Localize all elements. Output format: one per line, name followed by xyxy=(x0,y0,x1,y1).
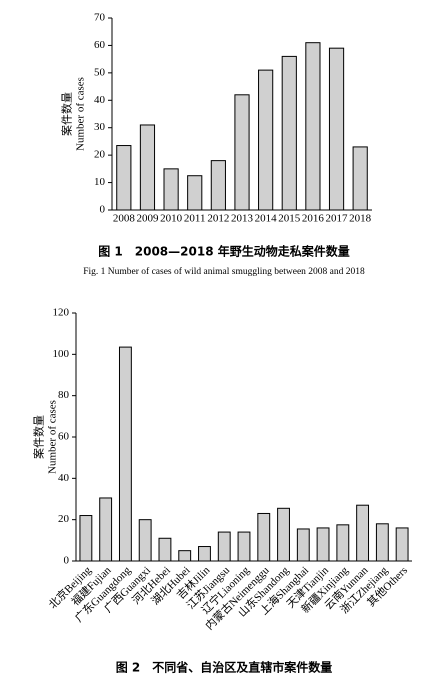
bar xyxy=(258,69,274,211)
y-tick-label: 10 xyxy=(94,176,106,188)
bar xyxy=(296,528,310,562)
bar xyxy=(187,175,203,211)
y-tick-label: 50 xyxy=(94,66,106,78)
x-tick-label: 2009 xyxy=(136,213,159,225)
y-tick-label: 30 xyxy=(94,121,106,133)
y-axis-label: Number of cases xyxy=(47,400,59,474)
y-tick-label: 40 xyxy=(58,472,70,484)
y-tick-label: 40 xyxy=(94,94,106,106)
y-tick-label: 120 xyxy=(53,307,70,319)
chart-title: 图 1 2008—2018 年野生动物走私案件数量 xyxy=(98,244,350,259)
bar xyxy=(281,55,297,211)
y-axis-label: 案件数量 xyxy=(32,415,46,459)
bar xyxy=(79,515,93,562)
y-tick-label: 0 xyxy=(100,204,106,216)
x-tick-label: 2008 xyxy=(113,213,136,225)
bar xyxy=(352,146,368,211)
x-tick-label: 2015 xyxy=(278,213,301,225)
bar xyxy=(116,145,132,211)
bar xyxy=(198,546,211,562)
bar xyxy=(237,531,251,562)
y-axis-label: Number of cases xyxy=(75,77,87,151)
bar xyxy=(375,523,389,562)
y-tick-label: 0 xyxy=(64,555,70,567)
bar xyxy=(305,42,321,211)
y-tick-label: 20 xyxy=(58,513,70,525)
bar xyxy=(257,512,271,562)
x-tick-label: 2010 xyxy=(160,213,183,225)
y-tick-label: 80 xyxy=(58,389,70,401)
x-tick-label: 2016 xyxy=(302,213,325,225)
bar xyxy=(158,537,172,562)
chart-title: 图 2 不同省、自治区及直辖市案件数量 xyxy=(116,660,333,675)
x-tick-label: 2011 xyxy=(184,213,206,225)
bar xyxy=(356,504,370,562)
bar xyxy=(234,94,250,211)
bar xyxy=(395,527,409,562)
bar xyxy=(210,160,226,211)
x-tick-label: 2012 xyxy=(207,213,229,225)
y-axis-label: 案件数量 xyxy=(60,92,74,136)
x-tick-label: 2014 xyxy=(255,213,278,225)
bar xyxy=(163,168,179,211)
bar xyxy=(328,47,345,211)
bar xyxy=(118,346,132,562)
chart-subtitle: Fig. 1 Number of cases of wild animal sm… xyxy=(83,266,365,277)
x-tick-label: 2013 xyxy=(231,213,254,225)
bar xyxy=(316,527,330,562)
y-tick-label: 60 xyxy=(94,39,106,51)
bar xyxy=(277,507,290,562)
bar xyxy=(139,124,156,211)
x-tick-label: 2017 xyxy=(326,213,349,225)
y-tick-label: 100 xyxy=(53,348,70,360)
y-tick-label: 70 xyxy=(94,12,106,24)
bar xyxy=(178,550,192,562)
y-tick-label: 20 xyxy=(94,149,106,161)
bar xyxy=(217,531,231,562)
x-tick-label: 2018 xyxy=(349,213,372,225)
bar xyxy=(99,497,113,562)
y-tick-label: 60 xyxy=(58,431,70,443)
bar xyxy=(138,519,152,562)
bar xyxy=(336,524,350,562)
